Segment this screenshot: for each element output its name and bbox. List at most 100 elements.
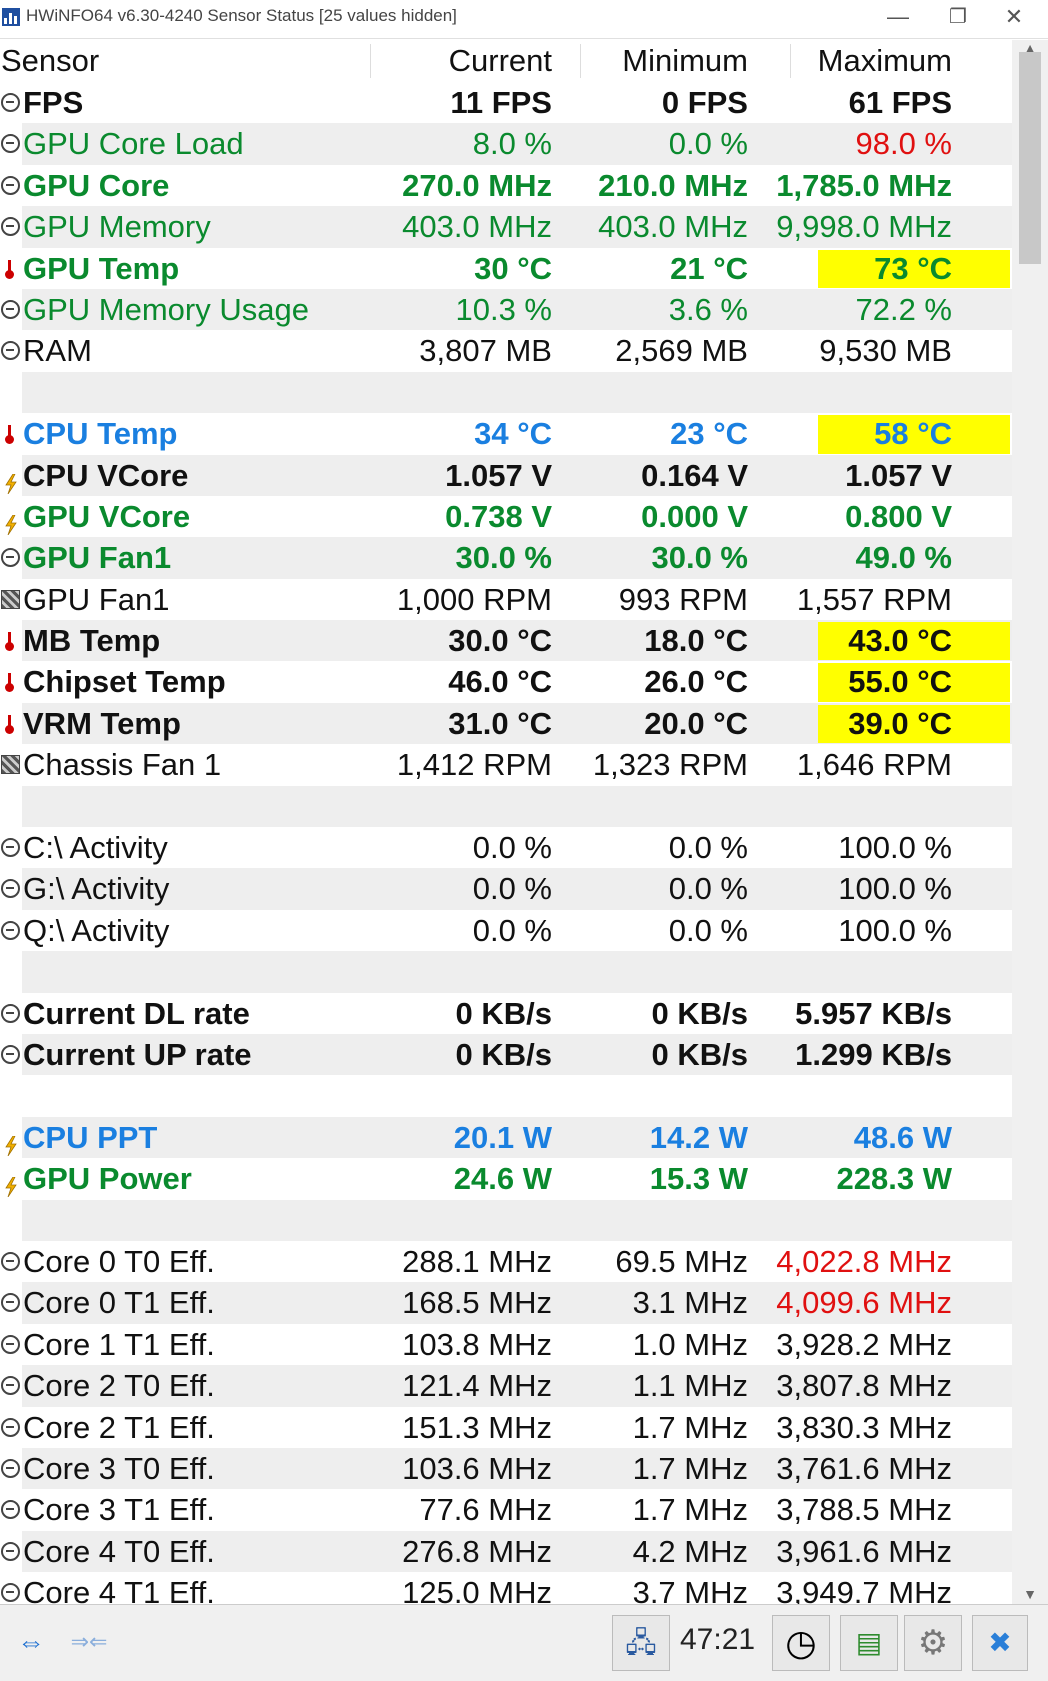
- table-row[interactable]: Core 4 T1 Eff. 125.0 MHz 3.7 MHz 3,949.7 MH…: [0, 1572, 1012, 1604]
- table-row[interactable]: VRM Temp 31.0 °C 20.0 °C 39.0 °C: [0, 702, 1012, 745]
- minimum-value: 1.1 MHz: [632, 1368, 748, 1404]
- table-row[interactable]: CPU Temp 34 °C 23 °C 58 °C: [0, 413, 1012, 454]
- row-background: [22, 1447, 1012, 1490]
- minimum-value: 0 KB/s: [651, 995, 748, 1031]
- row-background: [22, 1116, 1012, 1159]
- sensor-name: GPU Core Load: [23, 126, 244, 162]
- minimum-value: 69.5 MHz: [615, 1243, 748, 1279]
- header-current[interactable]: Current: [448, 43, 552, 78]
- scrollbar-thumb[interactable]: [1019, 52, 1041, 264]
- table-row[interactable]: Core 2 T0 Eff. 121.4 MHz 1.1 MHz 3,807.8 MH…: [0, 1365, 1012, 1407]
- report-icon[interactable]: ▤: [840, 1615, 898, 1671]
- column-divider[interactable]: [370, 44, 371, 78]
- minimum-value: 23 °C: [670, 416, 748, 452]
- sensor-clock-icon: [1, 175, 20, 195]
- thermometer-icon: [1, 672, 20, 693]
- table-row[interactable]: C:\ Activity 0.0 % 0.0 % 100.0 %: [0, 827, 1012, 868]
- minimum-value: 26.0 °C: [644, 664, 748, 700]
- table-row[interactable]: GPU Core Load 8.0 % 0.0 % 98.0 %: [0, 123, 1012, 165]
- table-row[interactable]: Core 0 T1 Eff. 168.5 MHz 3.1 MHz 4,099.6 MH…: [0, 1282, 1012, 1324]
- table-row[interactable]: CPU PPT 20.1 W 14.2 W 48.6 W: [0, 1116, 1012, 1159]
- maximum-value: 43.0 °C: [848, 623, 952, 659]
- table-row[interactable]: G:\ Activity 0.0 % 0.0 % 100.0 %: [0, 868, 1012, 910]
- row-background: [22, 123, 1012, 165]
- current-value: 0.0 %: [472, 912, 552, 948]
- minimum-value: 21 °C: [670, 250, 748, 286]
- restore-button[interactable]: ❐: [949, 6, 967, 28]
- fan-icon: [1, 755, 20, 775]
- header-maximum[interactable]: Maximum: [817, 43, 952, 78]
- table-row[interactable]: MB Temp 30.0 °C 18.0 °C 43.0 °C: [0, 620, 1012, 662]
- table-row[interactable]: FPS 11 FPS 0 FPS 61 FPS: [0, 82, 1012, 123]
- sensor-name: GPU Fan1: [23, 540, 172, 576]
- thermometer-icon: [1, 714, 20, 734]
- sensor-clock-icon: [1, 920, 20, 940]
- maximum-value: 9,530 MB: [819, 333, 952, 369]
- minimum-value: 1.0 MHz: [632, 1326, 748, 1362]
- column-divider[interactable]: [790, 44, 791, 78]
- fan-icon: [1, 589, 20, 609]
- table-row[interactable]: Core 2 T1 Eff. 151.3 MHz 1.7 MHz 3,830.3 MH…: [0, 1407, 1012, 1448]
- minimum-value: 993 RPM: [618, 581, 748, 617]
- current-value: 30.0 %: [455, 540, 552, 576]
- clock-icon[interactable]: ◷: [772, 1615, 830, 1671]
- sensor-clock-icon: [1, 1541, 20, 1561]
- row-background: [22, 1075, 1012, 1116]
- table-row[interactable]: Core 1 T1 Eff. 103.8 MHz 1.0 MHz 3,928.2 MH…: [0, 1324, 1012, 1365]
- minimum-value: 3.7 MHz: [632, 1575, 748, 1604]
- table-row[interactable]: GPU VCore 0.738 V 0.000 V 0.800 V: [0, 496, 1012, 537]
- current-value: 3,807 MB: [419, 333, 552, 369]
- sensor-clock-icon: [1, 1251, 20, 1271]
- sensor-rows: FPS 11 FPS 0 FPS 61 FPS GPU Core Load 8.0 % 0.…: [0, 82, 1012, 1604]
- current-value: 1,000 RPM: [396, 581, 552, 617]
- header-sensor[interactable]: Sensor: [1, 43, 100, 78]
- exit-x-icon[interactable]: ✖: [972, 1615, 1028, 1671]
- header-minimum[interactable]: Minimum: [622, 43, 748, 78]
- table-row[interactable]: GPU Power 24.6 W 15.3 W 228.3 W: [0, 1158, 1012, 1199]
- sensor-name: GPU Power: [23, 1161, 192, 1197]
- close-button[interactable]: ✕: [1004, 4, 1024, 29]
- sensor-name: Core 3 T1 Eff.: [23, 1492, 215, 1528]
- column-divider[interactable]: [580, 44, 581, 78]
- table-row[interactable]: RAM 3,807 MB 2,569 MB 9,530 MB: [0, 330, 1012, 371]
- vertical-scrollbar[interactable]: ▲ ▼: [1012, 40, 1048, 1604]
- scroll-down-arrow-icon[interactable]: ▼: [1023, 1586, 1037, 1602]
- table-row[interactable]: GPU Core 270.0 MHz 210.0 MHz 1,785.0 MHz: [0, 165, 1012, 206]
- table-row[interactable]: GPU Memory 403.0 MHz 403.0 MHz 9,998.0 MHz: [0, 206, 1012, 248]
- table-row[interactable]: Chipset Temp 46.0 °C 26.0 °C 55.0 °C: [0, 661, 1012, 702]
- table-row[interactable]: Core 0 T0 Eff. 288.1 MHz 69.5 MHz 4,022.8 M…: [0, 1241, 1012, 1282]
- table-row[interactable]: CPU VCore 1.057 V 0.164 V 1.057 V: [0, 454, 1012, 496]
- sensor-clock-icon: [1, 93, 20, 112]
- separator-row: [0, 785, 1012, 828]
- sensor-clock-icon: [1, 1500, 20, 1520]
- table-row[interactable]: Current UP rate 0 KB/s 0 KB/s 1.299 KB/s: [0, 1033, 1012, 1076]
- settings-gear-icon[interactable]: ⚙: [904, 1615, 962, 1671]
- title-bar: HWiNFO64 v6.30-4240 Sensor Status [25 va…: [0, 0, 1048, 39]
- table-row[interactable]: GPU Fan1 1,000 RPM 993 RPM 1,557 RPM: [0, 579, 1012, 620]
- minimize-button[interactable]: —: [887, 4, 909, 29]
- current-value: 1.057 V: [445, 457, 552, 493]
- collapse-arrows-icon[interactable]: ⇒⇐: [70, 1629, 108, 1654]
- expand-arrows-icon[interactable]: ⇔: [17, 1626, 45, 1657]
- table-row[interactable]: Core 3 T1 Eff. 77.6 MHz 1.7 MHz 3,788.5 MHz: [0, 1489, 1012, 1530]
- table-row[interactable]: Core 4 T0 Eff. 276.8 MHz 4.2 MHz 3,961.6 MH…: [0, 1530, 1012, 1573]
- current-value: 0 KB/s: [455, 995, 552, 1031]
- table-row[interactable]: Core 3 T0 Eff. 103.6 MHz 1.7 MHz 3,761.6 MH…: [0, 1447, 1012, 1490]
- table-row[interactable]: GPU Temp 30 °C 21 °C 73 °C: [0, 248, 1012, 289]
- highlight-marker: [818, 704, 1010, 744]
- table-row[interactable]: GPU Fan1 30.0 % 30.0 % 49.0 %: [0, 537, 1012, 579]
- table-row[interactable]: Q:\ Activity 0.0 % 0.0 % 100.0 %: [0, 910, 1012, 951]
- row-background: [22, 951, 1012, 993]
- sensor-name: Current DL rate: [23, 995, 250, 1031]
- table-row[interactable]: Current DL rate 0 KB/s 0 KB/s 5.957 KB/s: [0, 993, 1012, 1034]
- row-background: [22, 1365, 1012, 1407]
- network-icon[interactable]: 🖧: [612, 1615, 670, 1671]
- table-row[interactable]: Chassis Fan 1 1,412 RPM 1,323 RPM 1,646 RPM: [0, 744, 1012, 785]
- sensor-name: Chipset Temp: [23, 664, 226, 700]
- row-background: [22, 1033, 1012, 1076]
- sensor-table: Sensor Current Minimum Maximum FPS 11 FPS…: [0, 40, 1012, 1604]
- row-background: [22, 1282, 1012, 1324]
- sensor-clock-icon: [1, 1334, 20, 1354]
- current-value: 8.0 %: [472, 126, 552, 162]
- table-row[interactable]: GPU Memory Usage 10.3 % 3.6 % 72.2 %: [0, 288, 1012, 331]
